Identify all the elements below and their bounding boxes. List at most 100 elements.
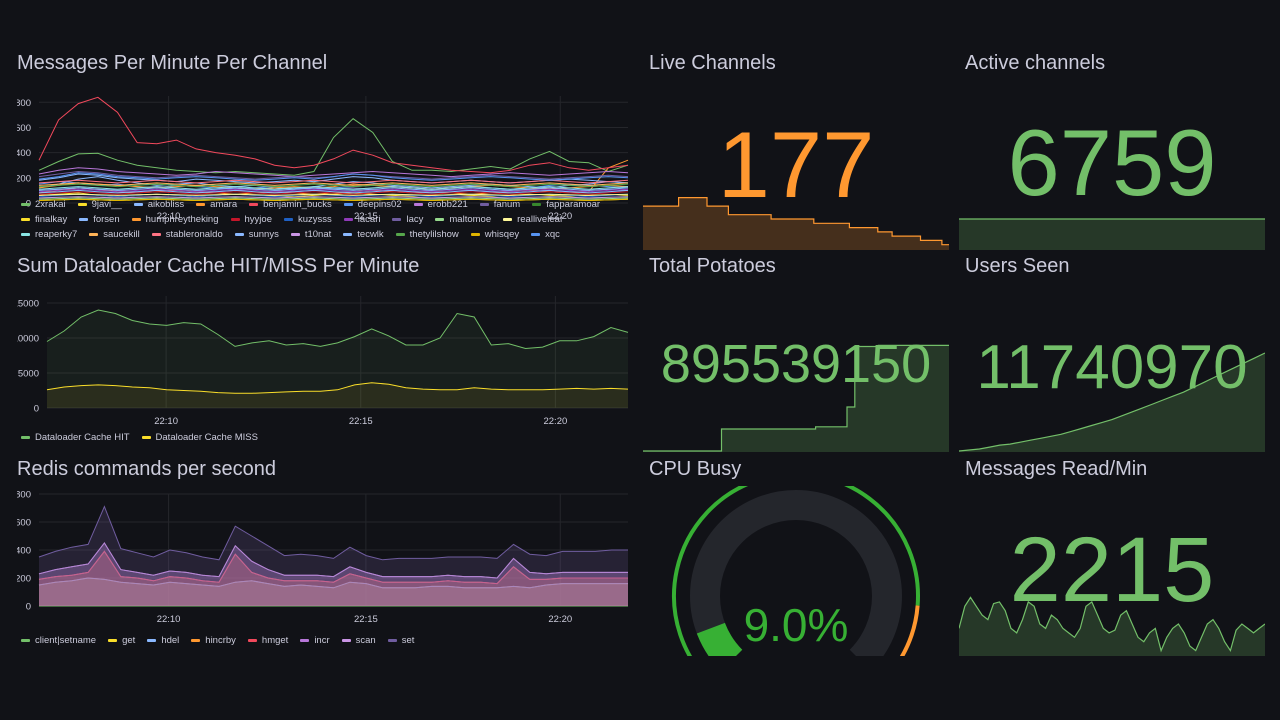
messages-per-minute-panel[interactable]: Messages Per Minute Per Channel 800 600 40… — [17, 52, 632, 252]
redis-chart[interactable]: 800 600 400 200 0 22:10 22:15 22:20 — [17, 488, 632, 628]
legend-item[interactable]: stableronaldo — [151, 229, 223, 240]
legend-item[interactable]: sunnys — [234, 229, 279, 240]
legend-item[interactable]: incr — [300, 635, 330, 646]
legend-item[interactable]: hincrby — [191, 635, 236, 646]
legend-item[interactable]: saucekill — [89, 229, 140, 240]
legend-item[interactable]: hdel — [147, 635, 179, 646]
x-tick-label: 22:20 — [548, 614, 572, 625]
total-potatoes-panel[interactable]: Total Potatoes 895539150 — [643, 255, 949, 453]
legend-swatch — [343, 203, 353, 206]
series-line-thetylilshow[interactable] — [38, 183, 629, 188]
live-channels-panel[interactable]: Live Channels 177 — [643, 52, 949, 250]
active-channels-panel[interactable]: Active channels 6759 — [959, 52, 1265, 250]
users-seen-panel[interactable]: Users Seen 11740970 — [959, 255, 1265, 453]
series-line-stableronaldo[interactable] — [38, 179, 629, 184]
legend-swatch — [108, 639, 118, 642]
legend-item[interactable]: Dataloader Cache HIT — [21, 432, 130, 443]
legend-item[interactable]: forsen — [79, 214, 120, 225]
legend-item[interactable]: maltomoe — [435, 214, 491, 225]
legend-item[interactable]: get — [108, 635, 135, 646]
series-line-hyyjoe[interactable] — [38, 191, 629, 195]
series-line-tecwlk[interactable] — [38, 187, 629, 191]
series-line-kuzysss[interactable] — [38, 193, 629, 198]
legend-item[interactable]: scan — [341, 635, 376, 646]
legend-swatch — [21, 233, 30, 236]
legend-item[interactable]: amara — [196, 199, 237, 210]
series-line-whisqey[interactable] — [38, 198, 629, 202]
legend-item[interactable]: reaperky7 — [21, 229, 77, 240]
legend-item[interactable]: realliveleaf — [503, 214, 563, 225]
legend-swatch — [21, 639, 30, 642]
legend-item[interactable]: 2xrakai — [21, 199, 66, 210]
dataloader-cache-panel[interactable]: Sum Dataloader Cache HIT/MISS Per Minute… — [17, 255, 632, 450]
series-line-erobb221[interactable] — [38, 167, 629, 178]
legend-item[interactable]: xqc — [531, 229, 560, 240]
legend-item[interactable]: hyyjoe — [230, 214, 272, 225]
legend-item[interactable]: erobb221 — [413, 199, 468, 210]
series-line-xqc[interactable] — [38, 172, 629, 181]
messages-read-value: 2215 — [1009, 519, 1215, 621]
series-line-hmget[interactable] — [38, 550, 628, 585]
legend-label: scan — [355, 635, 376, 646]
sparkline-area — [643, 197, 949, 250]
y-tick-label: 5000 — [18, 369, 39, 380]
y-tick-label: 0 — [34, 404, 39, 415]
legend-item[interactable]: tecwlk — [343, 229, 384, 240]
legend-item[interactable]: fanum — [479, 199, 520, 210]
series-line-Dataloader Cache HIT[interactable] — [46, 309, 629, 350]
legend-item[interactable]: whisqey — [470, 229, 519, 240]
y-tick-label: 400 — [17, 546, 31, 557]
series-line-saucekill[interactable] — [38, 182, 629, 186]
legend-item[interactable]: benjamin_bucks — [249, 199, 332, 210]
series-line-reaperky7[interactable] — [38, 186, 629, 190]
legend-swatch — [77, 203, 87, 206]
legend-item[interactable]: Dataloader Cache MISS — [141, 432, 258, 443]
series-line-set[interactable] — [38, 505, 628, 561]
x-tick-label: 22:10 — [154, 416, 178, 427]
legend-label: hyyjoe — [244, 214, 272, 225]
legend-item[interactable]: lacy — [392, 214, 423, 225]
series-line-scan[interactable] — [38, 542, 628, 579]
series-line-realliveleaf[interactable] — [38, 193, 629, 196]
legend-item[interactable]: set — [387, 635, 414, 646]
legend-label: maltomoe — [449, 214, 492, 225]
x-tick-label: 22:20 — [548, 211, 572, 222]
legend-label: Dataloader Cache MISS — [155, 432, 258, 443]
legend-item[interactable]: 9javi__ — [77, 199, 122, 210]
series-line-t10nat[interactable] — [38, 196, 629, 199]
total-potatoes-sparkline — [643, 344, 949, 452]
legend-item[interactable]: aikobliss — [133, 199, 184, 210]
legend-swatch — [395, 233, 405, 236]
sparkline-line — [959, 596, 1265, 653]
redis-commands-panel[interactable]: Redis commands per second 800 600 400 200 0 2… — [17, 458, 632, 653]
legend-swatch — [131, 218, 141, 221]
cache-legend: Dataloader Cache HIT Dataloader Cache MIS… — [21, 432, 621, 443]
sparkline-area — [959, 219, 1265, 250]
legend-label: tecwlk — [357, 229, 384, 240]
legend-item[interactable]: thetylilshow — [395, 229, 459, 240]
series-line-maltomoe[interactable] — [38, 197, 629, 200]
legend-item[interactable]: fapparamoar — [532, 199, 600, 210]
series-line-benjamin_bucks[interactable] — [38, 96, 629, 174]
series-line-sunnys[interactable] — [38, 189, 629, 194]
legend-item[interactable]: client|setname — [21, 635, 96, 646]
legend-item[interactable]: t10nat — [290, 229, 332, 240]
legend-item[interactable]: deepins02 — [343, 199, 402, 210]
legend-item[interactable]: hmget — [247, 635, 288, 646]
series-line-lacari[interactable] — [38, 188, 629, 193]
series-line-Dataloader Cache MISS[interactable] — [46, 382, 629, 394]
series-line-2xrakai[interactable] — [38, 118, 629, 176]
legend-item[interactable]: humphreytheking — [131, 214, 219, 225]
cache-chart[interactable]: 15000 10000 5000 0 22:10 22:15 22:20 — [17, 290, 632, 430]
messages-read-panel[interactable]: Messages Read/Min 2215 — [959, 458, 1265, 656]
x-tick-label: 22:15 — [349, 416, 373, 427]
legend-label: erobb221 — [427, 199, 468, 210]
legend-item[interactable]: finalkay — [21, 214, 67, 225]
series-area-set — [39, 506, 628, 606]
cpu-busy-panel[interactable]: CPU Busy 9.0% — [643, 458, 949, 656]
legend-item[interactable]: lacari — [343, 214, 380, 225]
legend-label: t10nat — [304, 229, 332, 240]
series-line-hdel[interactable] — [38, 577, 628, 589]
legend-item[interactable]: kuzysss — [283, 214, 332, 225]
